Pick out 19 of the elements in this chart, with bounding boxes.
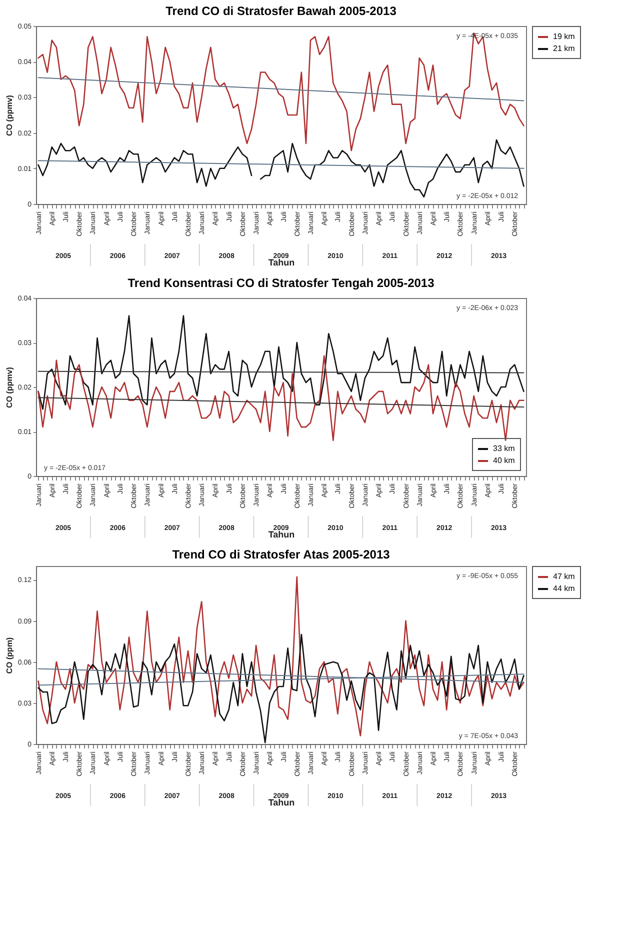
chart-title: Trend Konsentrasi CO di Stratosfer Tengah 2005-2013: [128, 276, 435, 290]
x-axis-title: Tahun: [268, 797, 295, 808]
legend-label: 21 km: [553, 44, 576, 53]
y-axis-title: CO (ppm): [4, 636, 14, 674]
line-series: [38, 32, 524, 152]
chart-title: Trend CO di Stratosfer Bawah 2005-2013: [166, 4, 397, 18]
legend-label: 47 km: [553, 572, 576, 581]
line-series: [38, 315, 524, 410]
y-axis-title: CO (ppmv): [4, 94, 14, 136]
y-axis-title: CO (ppmv): [4, 366, 14, 408]
x-axis-title: Tahun: [268, 529, 295, 540]
legend-label: 33 km: [493, 444, 516, 453]
x-axis-title: Tahun: [268, 257, 295, 268]
chart-title: Trend CO di Stratosfer Atas 2005-2013: [172, 548, 390, 562]
line-series: [38, 634, 524, 744]
legend-label: 40 km: [493, 456, 516, 465]
legend-label: 44 km: [553, 584, 576, 593]
legend-label: 19 km: [553, 32, 576, 41]
line-series: [38, 355, 524, 442]
